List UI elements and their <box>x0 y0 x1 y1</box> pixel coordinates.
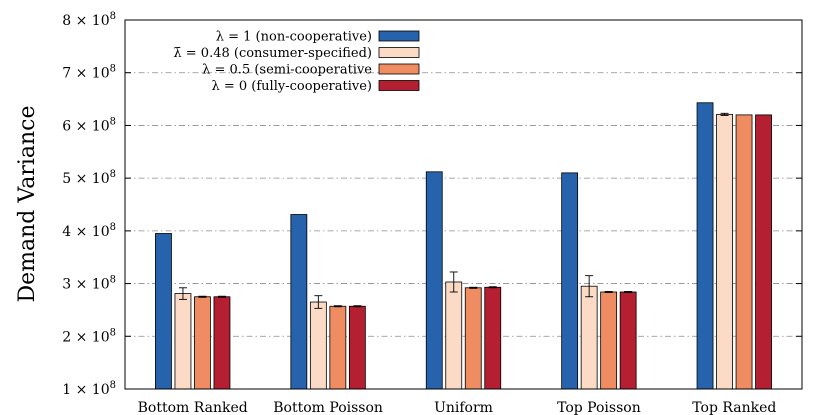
bar <box>349 306 365 389</box>
y-tick-label: 2 × 108 <box>62 327 116 345</box>
bar <box>697 103 713 389</box>
bar <box>446 282 462 389</box>
bar <box>601 292 617 389</box>
x-tick-label: Uniform <box>434 400 493 415</box>
legend-label: λ = 0 (fully-cooperative) <box>211 79 372 94</box>
x-axis-labels: Bottom Ranked Bottom Poisson Uniform Top Po… <box>138 400 777 415</box>
legend-swatch <box>379 31 419 41</box>
legend-swatch <box>379 48 419 58</box>
x-tick-label: Bottom Poisson <box>273 400 383 415</box>
legend-label: λ̄ = 0.48 (consumer-specified) <box>173 46 372 61</box>
y-axis-title: Demand Variance <box>15 105 40 302</box>
bar <box>581 286 597 389</box>
bar <box>330 306 346 389</box>
bar <box>155 233 171 389</box>
bar <box>485 287 501 389</box>
x-tick-label: Top Poisson <box>557 400 641 415</box>
bar <box>736 115 752 389</box>
legend-swatch <box>379 81 419 91</box>
bar <box>620 292 636 389</box>
bar <box>175 294 191 389</box>
legend-label: λ = 0.5 (semi-cooperative <box>202 63 372 78</box>
bar <box>426 172 442 389</box>
y-tick-label: 8 × 108 <box>62 11 116 29</box>
bar <box>310 302 326 389</box>
y-tick-label: 3 × 108 <box>62 275 116 293</box>
legend-label: λ = 1 (non-cooperative) <box>216 30 372 45</box>
bar <box>194 297 210 389</box>
bar <box>562 173 578 389</box>
y-tick-label: 5 × 108 <box>62 169 116 187</box>
y-tick-label: 7 × 108 <box>62 64 116 82</box>
bar <box>756 115 772 389</box>
legend: λ = 1 (non-cooperative)λ̄ = 0.48 (consum… <box>173 30 419 95</box>
bar <box>465 288 481 389</box>
y-tick-label: 6 × 108 <box>62 116 116 134</box>
x-tick-label: Bottom Ranked <box>138 400 248 415</box>
bar <box>717 114 733 389</box>
bars <box>155 103 771 389</box>
y-tick-label: 1 × 108 <box>62 380 116 398</box>
legend-swatch <box>379 64 419 74</box>
x-tick-label: Top Ranked <box>692 400 776 415</box>
bar <box>291 215 307 389</box>
y-tick-label: 4 × 108 <box>62 222 116 240</box>
bar <box>214 297 230 389</box>
